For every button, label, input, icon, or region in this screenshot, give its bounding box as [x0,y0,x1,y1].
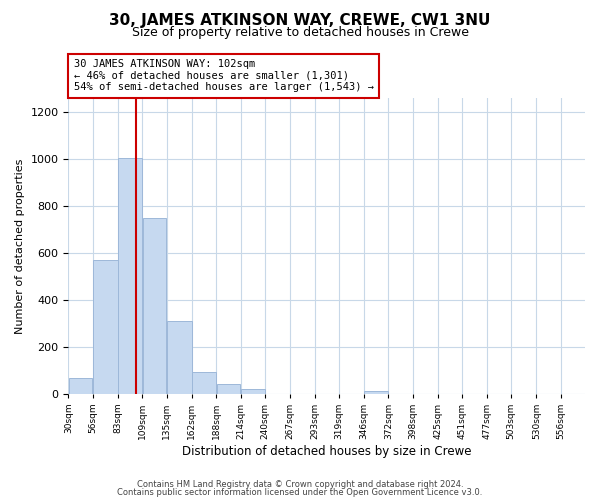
Text: 30, JAMES ATKINSON WAY, CREWE, CW1 3NU: 30, JAMES ATKINSON WAY, CREWE, CW1 3NU [109,12,491,28]
Bar [364,391,388,394]
Text: 30 JAMES ATKINSON WAY: 102sqm
← 46% of detached houses are smaller (1,301)
54% o: 30 JAMES ATKINSON WAY: 102sqm ← 46% of d… [74,60,374,92]
Bar [118,158,142,394]
Text: Contains public sector information licensed under the Open Government Licence v3: Contains public sector information licen… [118,488,482,497]
X-axis label: Distribution of detached houses by size in Crewe: Distribution of detached houses by size … [182,444,472,458]
Text: Contains HM Land Registry data © Crown copyright and database right 2024.: Contains HM Land Registry data © Crown c… [137,480,463,489]
Bar [241,390,265,394]
Bar [217,384,241,394]
Y-axis label: Number of detached properties: Number of detached properties [15,158,25,334]
Text: Size of property relative to detached houses in Crewe: Size of property relative to detached ho… [131,26,469,39]
Bar [192,372,216,394]
Bar [68,378,92,394]
Bar [143,218,166,394]
Bar [167,321,191,394]
Bar [93,260,118,394]
